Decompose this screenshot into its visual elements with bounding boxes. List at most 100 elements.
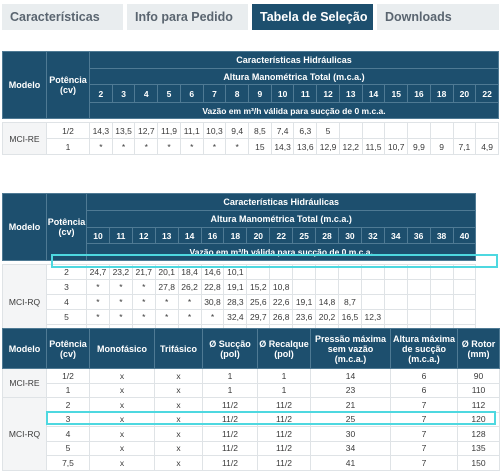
height-11-header: 11 bbox=[293, 84, 318, 103]
tab-caracteristicas[interactable]: Características bbox=[2, 4, 123, 30]
flow-cell: 4,9 bbox=[475, 138, 499, 155]
flow-cell: 14,6 bbox=[200, 264, 225, 280]
spec-cell: 6 bbox=[390, 368, 458, 384]
spec-header-6: Pressão máxima sem vazão (m.c.a.) bbox=[310, 328, 391, 369]
spec-cell: 2 bbox=[46, 397, 90, 413]
spec-cell: 7,5 bbox=[46, 455, 90, 471]
tab-tabela-de-selecao[interactable]: Tabela de Seleção bbox=[252, 4, 373, 30]
table-row: MCI-RQ 2 x x 11/2 11/2 21 7 112 bbox=[2, 397, 500, 471]
flow-cell bbox=[452, 279, 477, 295]
flow-cell: * bbox=[200, 309, 225, 325]
spec-cell: 11/2 bbox=[257, 455, 311, 471]
spec-cell: x bbox=[89, 426, 155, 442]
flow-cell bbox=[383, 309, 408, 325]
spec-cell: 30 bbox=[310, 426, 391, 442]
spec-cell: 11/2 bbox=[202, 411, 258, 427]
table-mci-rq: Modelo Potência (cv) Características Hid… bbox=[2, 193, 499, 340]
table-row: MCI-RQ 2 24,7 23,2 21,7 20,1 18,4 14,6 10,1 bbox=[2, 264, 500, 340]
flow-cell bbox=[429, 309, 454, 325]
spec-header-4: Ø Sucção (pol) bbox=[202, 328, 258, 369]
flow-cell: * bbox=[89, 138, 113, 155]
flow-cell bbox=[406, 264, 431, 280]
height-22-header: 22 bbox=[475, 84, 499, 103]
height-12-header: 12 bbox=[316, 84, 340, 103]
spec-cell: x bbox=[89, 382, 155, 398]
flow-cell bbox=[383, 294, 408, 310]
spec-cell: 1/2 bbox=[46, 368, 90, 384]
flow-cell: 27,8 bbox=[154, 279, 179, 295]
flow-cell bbox=[406, 309, 431, 325]
spec-cell: x bbox=[154, 440, 203, 456]
height-38-header: 38 bbox=[429, 227, 454, 244]
table-row: 7,5 x x 11/2 11/2 41 7 150 bbox=[3, 455, 500, 471]
spec-cell: 11/2 bbox=[257, 440, 311, 456]
height-14-header: 14 bbox=[361, 84, 386, 103]
flow-cell: 18,4 bbox=[177, 264, 202, 280]
height-20-header: 20 bbox=[452, 84, 477, 103]
flow-cell: 10,1 bbox=[223, 264, 248, 280]
potencia-cell: 2 bbox=[46, 264, 87, 280]
flow-cell bbox=[383, 279, 408, 295]
tab-downloads[interactable]: Downloads bbox=[377, 4, 499, 30]
spec-cell: 5 bbox=[46, 440, 90, 456]
flow-cell: * bbox=[179, 138, 204, 155]
flow-cell: 10,7 bbox=[384, 138, 409, 155]
flow-cell: 10,8 bbox=[269, 279, 294, 295]
spec-cell: 7 bbox=[390, 411, 458, 427]
height-10-header: 10 bbox=[270, 84, 295, 103]
height-3-header: 3 bbox=[111, 84, 136, 103]
header-vazao: Vazão em m³/h válida para sucção de 0 m.… bbox=[89, 102, 499, 119]
flow-cell: 14,3 bbox=[89, 122, 113, 139]
spec-cell: 41 bbox=[310, 455, 391, 471]
header-vazao: Vazão em m³/h válida para sucção de 0 m.… bbox=[85, 243, 477, 261]
spec-cell: x bbox=[154, 455, 203, 471]
flow-cell bbox=[315, 279, 339, 295]
spec-cell: x bbox=[154, 411, 203, 427]
potencia-cell: 5 bbox=[46, 309, 87, 325]
tab-info-para-pedido[interactable]: Info para Pedido bbox=[127, 4, 248, 30]
flow-cell: 32,4 bbox=[223, 309, 248, 325]
flow-cell bbox=[360, 279, 385, 295]
flow-cell: * bbox=[108, 309, 133, 325]
spec-cell: 1 bbox=[46, 382, 90, 398]
spec-cell: 11/2 bbox=[202, 426, 258, 442]
height-13-header: 13 bbox=[338, 84, 363, 103]
height-11-header: 11 bbox=[108, 227, 133, 244]
flow-cell: 7,4 bbox=[270, 122, 295, 139]
table-row: 3 x x 11/2 11/2 25 7 120 bbox=[3, 411, 500, 427]
spec-cell: 3 bbox=[46, 411, 90, 427]
flow-cell bbox=[315, 264, 339, 280]
height-5-header: 5 bbox=[157, 84, 181, 103]
spec-cell: 7 bbox=[390, 426, 458, 442]
flow-cell: 20,2 bbox=[315, 309, 339, 325]
flow-cell: * bbox=[131, 294, 156, 310]
flow-cell: * bbox=[202, 138, 227, 155]
spec-cell: 34 bbox=[310, 440, 391, 456]
flow-cell: 6,3 bbox=[293, 122, 318, 139]
header-potencia: Potência (cv) bbox=[46, 51, 90, 119]
height-2-header: 2 bbox=[89, 84, 113, 103]
flow-cell: 30,8 bbox=[200, 294, 225, 310]
flow-cell bbox=[406, 279, 431, 295]
spec-cell: x bbox=[154, 426, 203, 442]
height-40-header: 40 bbox=[452, 227, 477, 244]
height-22-header: 22 bbox=[269, 227, 294, 244]
table-row: 5 x x 11/2 11/2 34 7 135 bbox=[3, 440, 500, 456]
height-12-header: 12 bbox=[131, 227, 156, 244]
header-altura-manometrica: Altura Manométrica Total (m.c.a.) bbox=[89, 68, 499, 85]
spec-header-3: Trifásico bbox=[154, 328, 203, 369]
flow-cell bbox=[338, 122, 363, 139]
flow-cell: 19,1 bbox=[223, 279, 248, 295]
spec-cell: 7 bbox=[390, 455, 458, 471]
flow-cell: * bbox=[86, 309, 110, 325]
spec-header-8: Ø Rotor (mm) bbox=[457, 328, 500, 369]
height-10-header: 10 bbox=[86, 227, 110, 244]
height-18-header: 18 bbox=[223, 227, 248, 244]
flow-cell bbox=[429, 264, 454, 280]
flow-cell bbox=[384, 122, 409, 139]
flow-cell: 10,3 bbox=[202, 122, 227, 139]
model-label: MCI-RE bbox=[2, 122, 47, 155]
flow-cell: * bbox=[108, 279, 133, 295]
header-caracteristicas-hidraulicas: Características Hidráulicas bbox=[85, 193, 477, 211]
spec-cell: 23 bbox=[310, 382, 391, 398]
